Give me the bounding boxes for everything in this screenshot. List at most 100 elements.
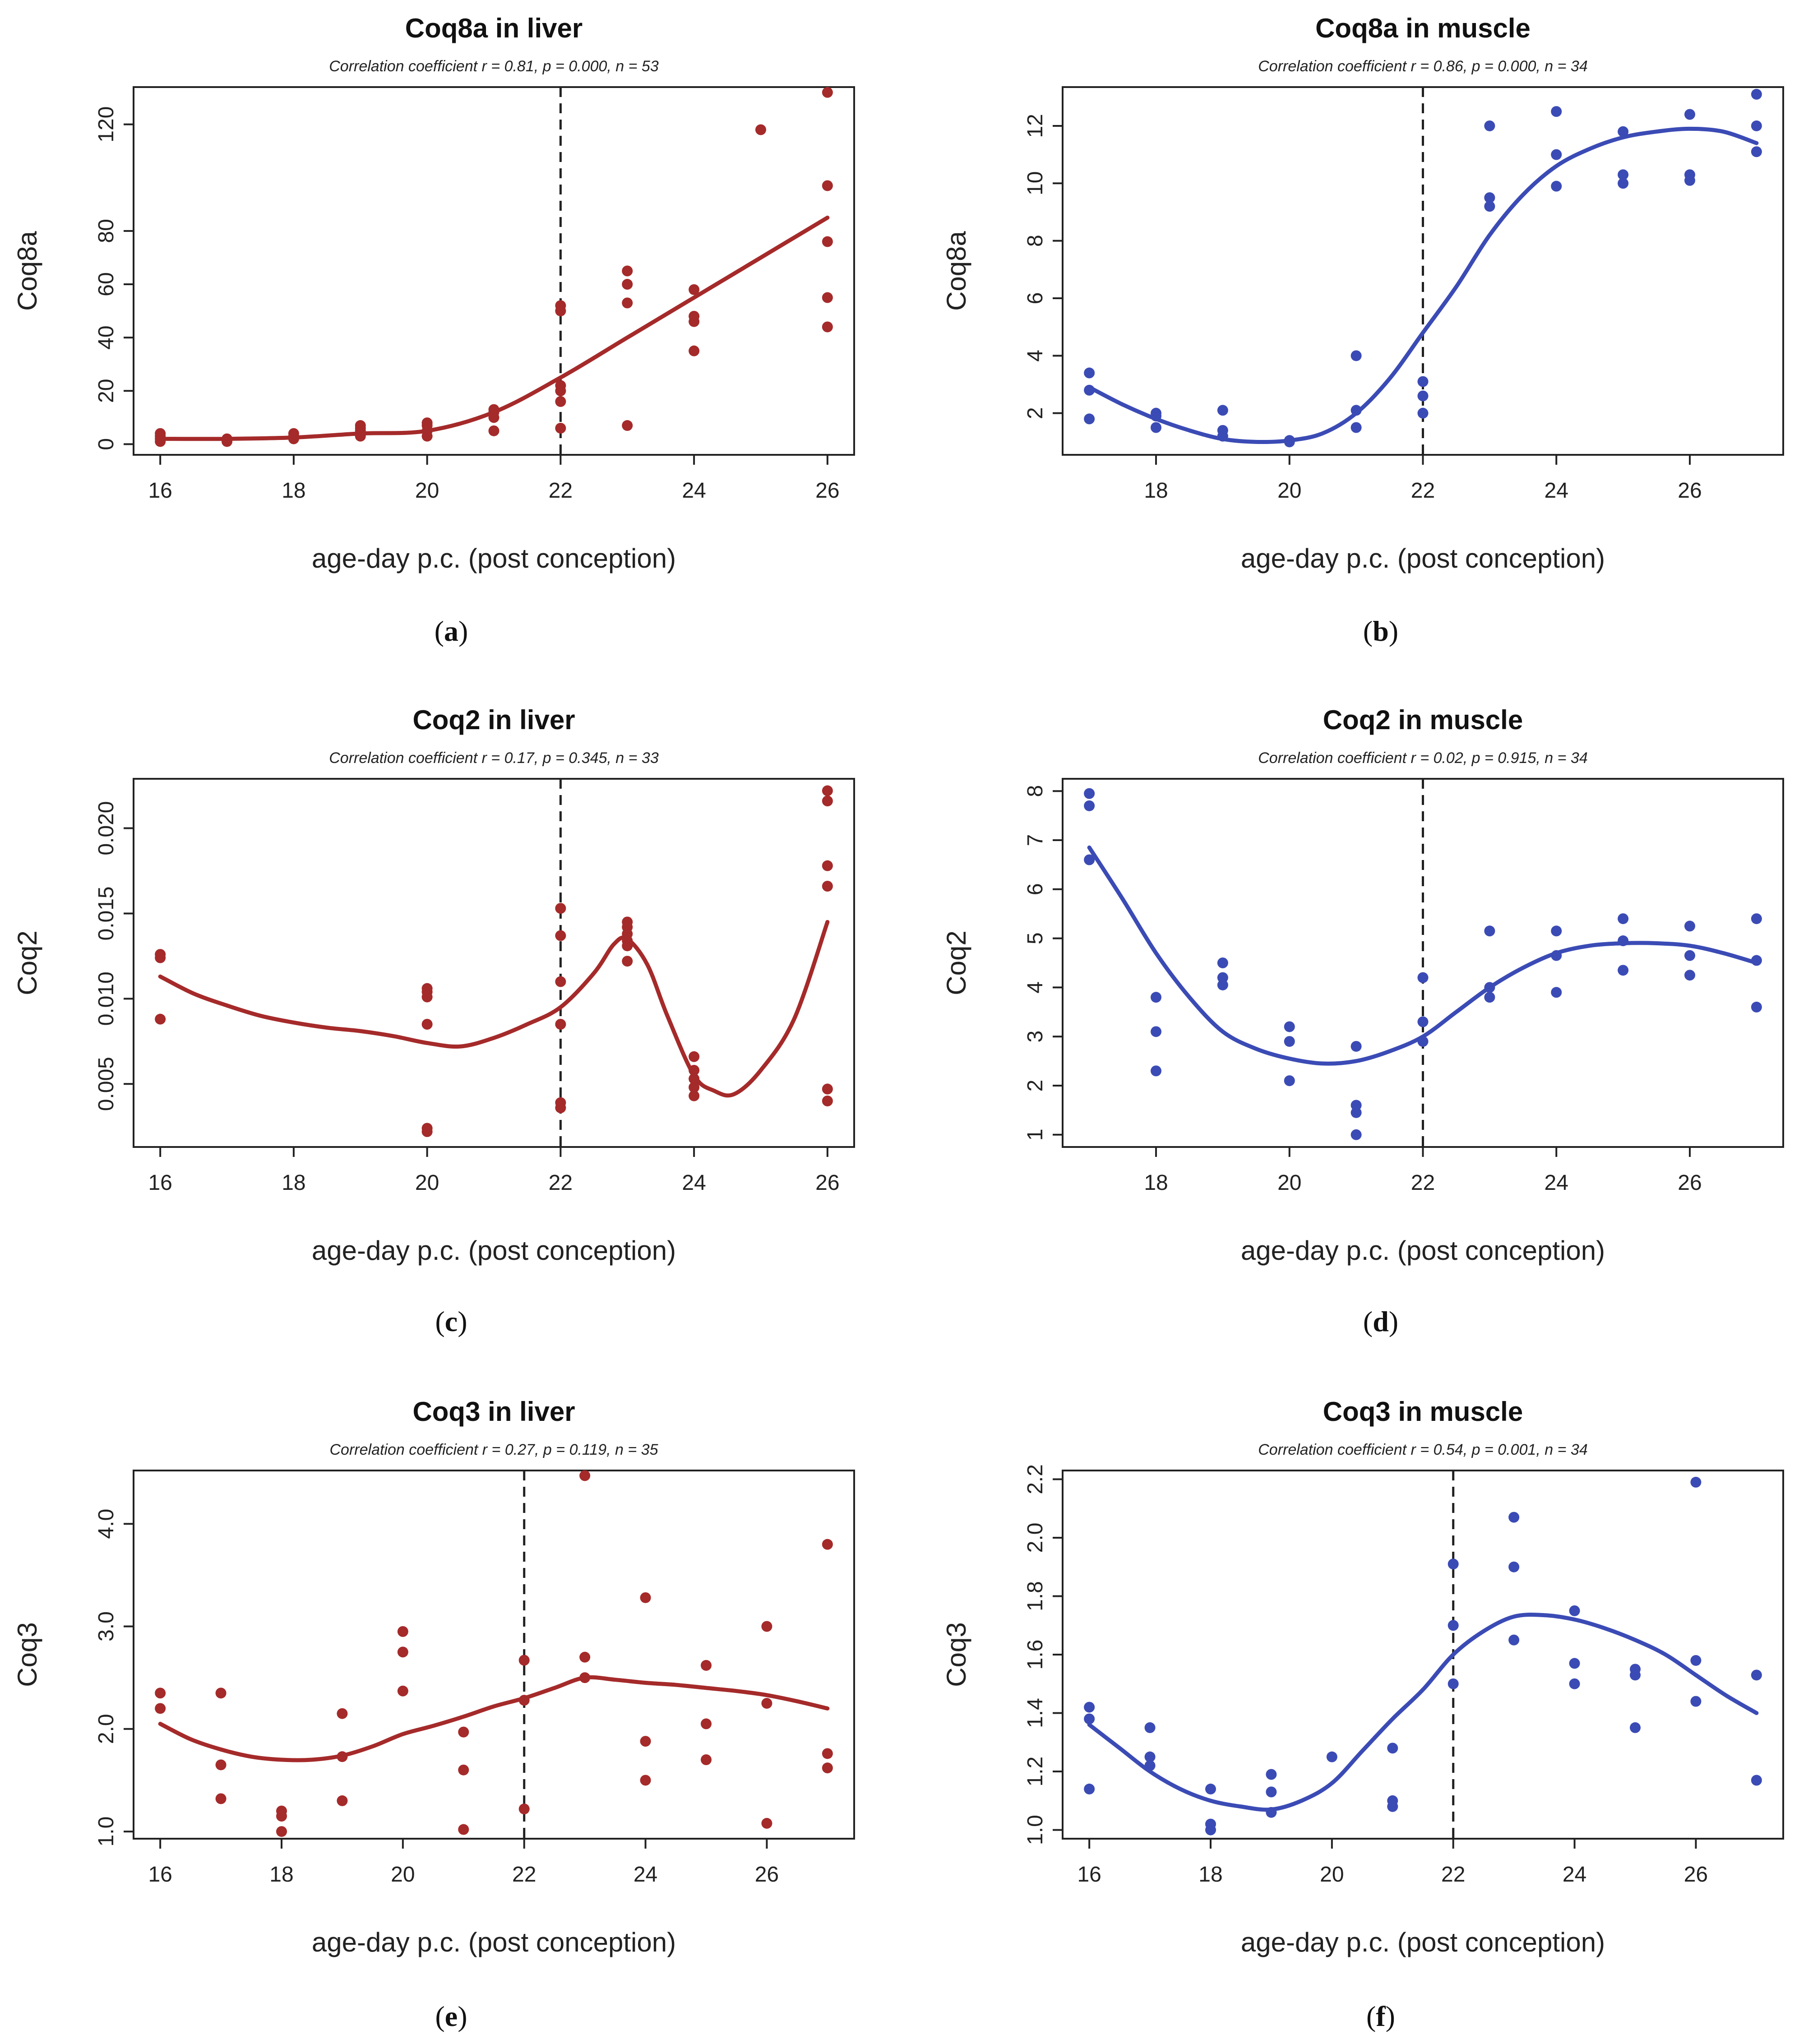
data-point [622,916,633,928]
data-point [1448,1678,1459,1689]
chart-subtitle: Correlation coefficient r = 0.81, p = 0.… [329,58,659,75]
y-tick-label: 4 [1023,981,1047,994]
data-point [700,1660,712,1671]
trend-line [1087,845,1759,1066]
x-tick-label: 26 [755,1863,779,1887]
data-point [1266,1786,1277,1798]
x-tick-label: 24 [1545,479,1568,503]
data-point [488,425,499,436]
data-point [1084,854,1095,865]
data-point [1151,1026,1162,1037]
y-tick-label: 2 [1023,407,1047,419]
panel-label-close: ) [458,1305,467,1337]
data-point [1618,169,1629,180]
data-point [579,1470,591,1481]
data-point [1551,149,1562,160]
data-point [1751,120,1762,131]
x-tick-label: 26 [1678,1171,1702,1195]
data-point [1448,1620,1459,1631]
panel-label-open: ( [1363,1305,1373,1337]
y-tick-label: 1.6 [1023,1640,1047,1670]
y-tick-label: 8 [1023,785,1047,797]
data-point [1508,1561,1520,1572]
data-point [1551,106,1562,117]
x-axis-title: age-day p.c. (post conception) [312,1235,676,1266]
data-point [689,1082,700,1093]
data-point [761,1621,772,1632]
data-point [1350,1040,1362,1052]
y-tick-label: 3 [1023,1031,1047,1043]
data-point [1484,201,1495,212]
data-point [1751,146,1762,157]
data-point [622,297,633,309]
data-point [421,983,433,994]
data-point [1217,957,1228,968]
data-point [276,1826,287,1837]
panel-label-close: ) [1389,615,1398,647]
data-point [640,1775,651,1786]
data-point [337,1708,348,1719]
data-point [1684,920,1695,932]
data-point [1751,913,1762,925]
x-tick-label: 26 [1678,479,1702,503]
y-tick-label: 20 [94,379,118,403]
x-tick-label: 20 [1277,479,1301,503]
y-axis-title: Coq3 [941,1622,971,1687]
panel-label-letter: c [445,1305,458,1337]
data-point [555,903,566,914]
data-point [276,1805,287,1817]
y-tick-label: 7 [1023,834,1047,846]
y-axis-title: Coq2 [12,930,42,995]
data-point [555,976,566,987]
data-point [1551,180,1562,192]
chart-subtitle: Correlation coefficient r = 0.86, p = 0.… [1258,58,1588,75]
data-point [355,420,366,431]
x-tick-label: 24 [634,1863,657,1887]
data-point [1084,1702,1095,1713]
data-point [1387,1743,1398,1754]
x-tick-label: 18 [1144,479,1168,503]
data-point [689,284,700,295]
data-point [1084,800,1095,811]
data-point [555,380,566,391]
data-point [1690,1655,1702,1666]
panel-label-open: ( [435,615,444,647]
x-tick-label: 18 [1198,1863,1222,1887]
data-point [579,1651,591,1663]
data-point [822,87,833,98]
data-point [822,1762,833,1774]
data-point [1151,1065,1162,1077]
x-tick-label: 20 [391,1863,415,1887]
chart-title: Coq8a in liver [405,13,583,43]
chart-title: Coq2 in liver [412,705,575,735]
y-tick-label: 80 [94,219,118,243]
x-tick-label: 16 [148,1171,172,1195]
chart-panel-b: Coq8a in muscle Correlation coefficient r… [941,13,1784,573]
data-point [421,1123,433,1134]
y-tick-label: 1.4 [1023,1698,1047,1728]
data-point [458,1764,469,1776]
y-tick-label: 8 [1023,235,1047,247]
data-point [1144,1722,1156,1733]
data-point [822,1083,833,1095]
data-point [1326,1751,1337,1762]
y-tick-label: 1.0 [1023,1815,1047,1845]
data-point [458,1824,469,1835]
chart-subtitle: Correlation coefficient r = 0.17, p = 0.… [329,749,659,767]
data-point [555,930,566,941]
data-point [1448,1558,1459,1570]
data-point [518,1804,530,1815]
data-point [822,881,833,892]
data-point [1284,1075,1295,1087]
chart-title: Coq3 in muscle [1323,1397,1523,1427]
data-point [1084,1713,1095,1725]
data-point [689,1090,700,1101]
trend-line [158,920,830,1098]
panel-label-letter: e [445,2000,458,2032]
y-tick-label: 1 [1023,1128,1047,1141]
panel-label-close: ) [458,2000,467,2032]
plot-frame [133,778,855,1148]
data-point [1217,972,1228,983]
data-point [822,1748,833,1759]
panel-label-open: ( [435,2000,444,2032]
